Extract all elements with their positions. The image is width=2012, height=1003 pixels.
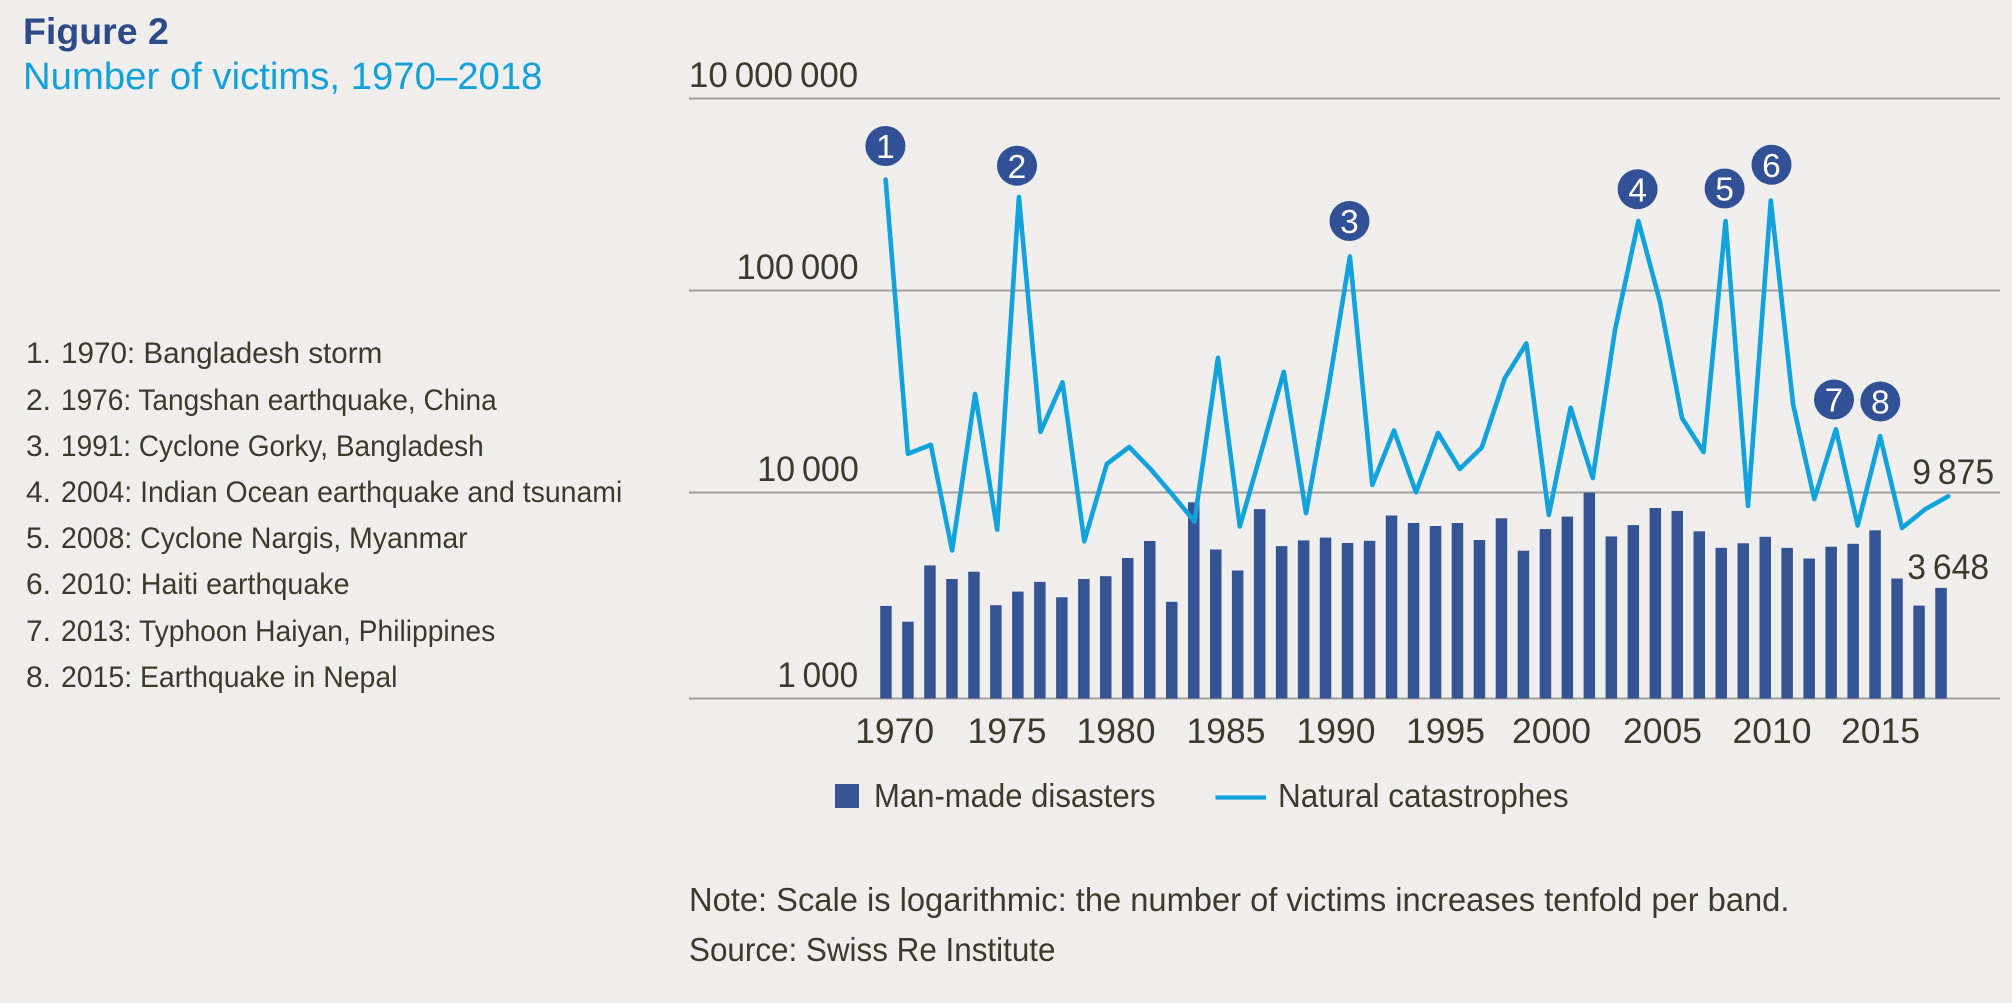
svg-text:3: 3	[1340, 204, 1359, 241]
svg-text:8: 8	[1871, 385, 1890, 422]
svg-text:1: 1	[876, 129, 895, 166]
svg-text:7: 7	[1825, 383, 1844, 420]
svg-text:2: 2	[1008, 149, 1027, 186]
svg-text:5: 5	[1715, 172, 1734, 209]
svg-text:4: 4	[1628, 172, 1647, 209]
svg-text:6: 6	[1762, 148, 1781, 185]
